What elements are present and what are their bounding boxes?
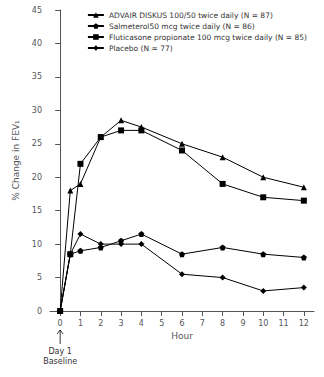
svg-text:0: 0 bbox=[37, 307, 42, 316]
svg-text:11: 11 bbox=[278, 319, 288, 328]
svg-text:1: 1 bbox=[78, 319, 83, 328]
svg-text:15: 15 bbox=[32, 206, 42, 215]
svg-text:Day 1: Day 1 bbox=[48, 347, 71, 356]
svg-text:2: 2 bbox=[98, 319, 103, 328]
svg-text:7: 7 bbox=[200, 319, 205, 328]
svg-text:6: 6 bbox=[179, 319, 184, 328]
svg-text:ADVAIR DISKUS 100/50 twice dai: ADVAIR DISKUS 100/50 twice daily (N = 87… bbox=[109, 11, 273, 20]
svg-text:10: 10 bbox=[32, 240, 42, 249]
svg-text:5: 5 bbox=[159, 319, 164, 328]
svg-text:35: 35 bbox=[32, 72, 42, 81]
svg-text:45: 45 bbox=[32, 6, 42, 15]
svg-text:Baseline: Baseline bbox=[43, 357, 77, 366]
svg-text:Salmeterol50 mcg twice daily (: Salmeterol50 mcg twice daily (N = 86) bbox=[109, 22, 255, 31]
svg-text:Hour: Hour bbox=[171, 331, 193, 341]
svg-text:4: 4 bbox=[139, 319, 144, 328]
svg-text:25: 25 bbox=[32, 139, 42, 148]
svg-text:8: 8 bbox=[220, 319, 225, 328]
svg-text:3: 3 bbox=[119, 319, 124, 328]
svg-text:9: 9 bbox=[240, 319, 245, 328]
svg-text:Placebo (N = 77): Placebo (N = 77) bbox=[109, 44, 173, 53]
svg-text:30: 30 bbox=[32, 106, 42, 115]
svg-text:0: 0 bbox=[58, 319, 63, 328]
svg-text:% Change in FEV₁: % Change in FEV₁ bbox=[11, 120, 21, 201]
svg-text:Fluticasone propionate 100 mcg: Fluticasone propionate 100 mcg twice dai… bbox=[109, 33, 307, 42]
svg-text:10: 10 bbox=[258, 319, 268, 328]
svg-text:20: 20 bbox=[32, 173, 42, 182]
svg-text:5: 5 bbox=[37, 273, 42, 282]
svg-text:40: 40 bbox=[32, 39, 42, 48]
svg-text:12: 12 bbox=[299, 319, 309, 328]
